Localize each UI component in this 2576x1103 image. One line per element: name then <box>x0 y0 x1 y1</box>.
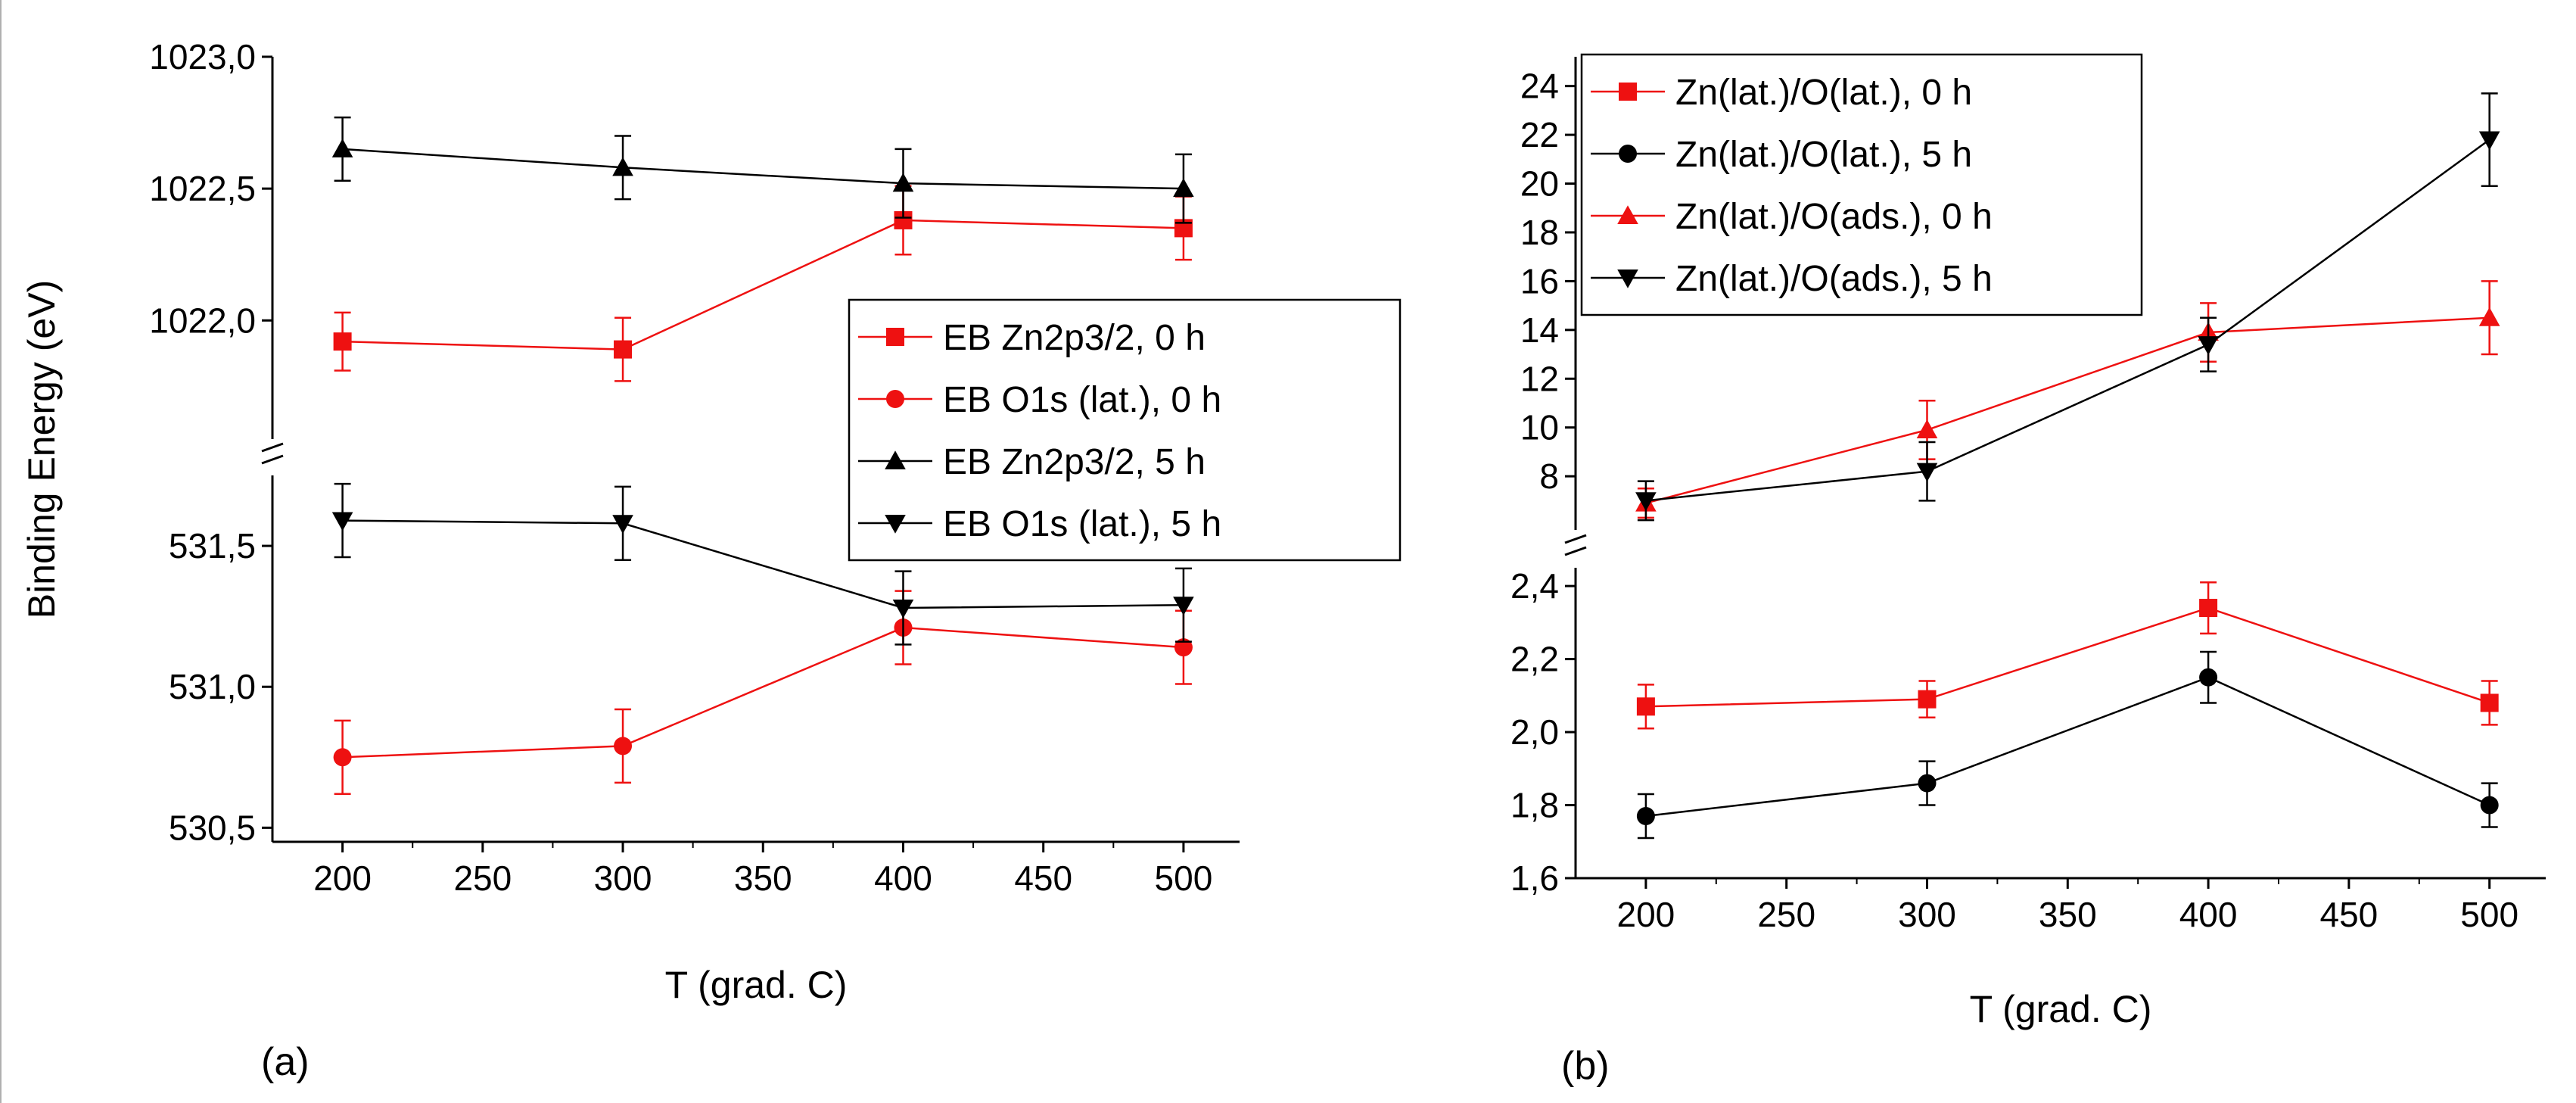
data-point <box>333 332 352 351</box>
series-line <box>1645 606 2490 708</box>
y-tick-label: 531,0 <box>169 667 256 706</box>
legend-marker <box>1619 145 1637 163</box>
data-point <box>1174 638 1193 657</box>
chart-a: 1022,0 1022,5 1023,0 530,5 531,0 531,5 200 250 3… <box>20 37 1402 1084</box>
x-tick-label: 400 <box>874 858 932 898</box>
y-tick-label: 1022,5 <box>149 169 256 208</box>
y-tick-label: 14 <box>1520 310 1559 350</box>
legend-entry: EB O1s (lat.), 5 h <box>943 504 1221 544</box>
x-axis-label: T (grad. C) <box>1970 988 2152 1030</box>
legend-entry: Zn(lat.)/O(ads.), 5 h <box>1675 259 1993 299</box>
legend-box <box>1580 53 2143 316</box>
x-tick-label: 450 <box>2320 895 2378 934</box>
legend-entry: EB O1s (lat.), 0 h <box>943 380 1221 420</box>
data-point <box>2480 693 2499 712</box>
x-tick-label: 250 <box>453 858 512 898</box>
x-tick-label: 300 <box>1898 895 1956 934</box>
x-tick-label: 200 <box>1617 895 1675 934</box>
y-tick-label: 2,2 <box>1510 640 1559 679</box>
y-tick-label: 2,4 <box>1510 566 1559 606</box>
data-point <box>614 737 633 756</box>
legend-marker <box>886 390 904 408</box>
legend-entry: EB Zn2p3/2, 0 h <box>943 318 1206 358</box>
series-line <box>342 519 1184 609</box>
y-tick-label: 22 <box>1520 115 1559 154</box>
legend-box <box>848 298 1402 562</box>
data-point <box>892 173 914 192</box>
y-tick-label: 18 <box>1520 213 1559 252</box>
y-tick-label: 1022,0 <box>149 301 256 340</box>
data-point <box>2199 599 2218 618</box>
axis-break-mark <box>261 442 284 453</box>
legend-entry: EB Zn2p3/2, 5 h <box>943 442 1206 482</box>
legend-marker <box>1617 205 1638 225</box>
data-point <box>892 599 914 618</box>
x-tick-label: 350 <box>734 858 792 898</box>
x-tick-label: 250 <box>1757 895 1815 934</box>
legend-marker <box>886 328 904 346</box>
series-line <box>1645 316 2490 504</box>
y-tick-label: 12 <box>1520 359 1559 398</box>
x-axis-label: T (grad. C) <box>665 964 848 1006</box>
x-tick-label: 200 <box>313 858 372 898</box>
data-point <box>2199 668 2218 687</box>
x-tick-label: 450 <box>1014 858 1072 898</box>
data-point <box>2198 336 2219 355</box>
axis-break-mark <box>1564 546 1587 556</box>
y-tick-label: 16 <box>1520 261 1559 301</box>
data-point <box>331 139 353 157</box>
data-point <box>612 515 633 534</box>
data-point <box>614 340 633 359</box>
data-point <box>2480 796 2499 815</box>
x-tick-label: 500 <box>2460 895 2518 934</box>
y-tick-label: 20 <box>1520 164 1559 204</box>
legend-entry: Zn(lat.)/O(lat.), 0 h <box>1675 73 1972 113</box>
y-tick-label: 24 <box>1520 67 1559 106</box>
legend-entry: Zn(lat.)/O(lat.), 5 h <box>1675 135 1972 175</box>
panel-label: (b) <box>1561 1044 1610 1088</box>
data-point <box>1173 597 1194 616</box>
data-point <box>333 748 352 767</box>
series-line <box>342 626 1184 759</box>
y-axis-label: Binding Energy (eV) <box>20 280 63 618</box>
axis-break-mark <box>1564 534 1587 544</box>
data-point <box>2478 131 2500 151</box>
chart-b: 8 10 12 14 16 18 20 22 24 1,6 1,8 2,0 2,2 2,4 200 250 30… <box>1510 53 2546 1088</box>
data-point <box>1635 492 1657 512</box>
data-point <box>1918 690 1937 709</box>
y-tick-label: 10 <box>1520 408 1559 447</box>
y-tick-label: 531,5 <box>169 526 256 566</box>
data-point <box>1636 697 1655 716</box>
legend-marker <box>1619 83 1637 101</box>
y-tick-label: 1,8 <box>1510 786 1559 825</box>
y-tick-label: 530,5 <box>169 808 256 847</box>
data-point <box>331 512 353 531</box>
legend-marker <box>885 514 906 534</box>
y-tick-label: 2,0 <box>1510 712 1559 752</box>
y-tick-label: 8 <box>1539 456 1559 496</box>
data-point <box>1173 178 1194 198</box>
series-line <box>342 219 1184 351</box>
data-point <box>1636 807 1655 825</box>
x-tick-label: 400 <box>2179 895 2238 934</box>
x-tick-label: 350 <box>2039 895 2097 934</box>
axis-break-mark <box>261 454 284 465</box>
series-line <box>1645 676 2490 818</box>
data-point <box>1918 774 1937 793</box>
panel-label: (a) <box>261 1040 310 1084</box>
series-line <box>342 148 1184 190</box>
legend-marker <box>1617 269 1638 288</box>
data-point <box>2478 307 2500 326</box>
data-point <box>612 157 633 176</box>
x-tick-label: 500 <box>1155 858 1213 898</box>
legend-entry: Zn(lat.)/O(ads.), 0 h <box>1675 197 1993 237</box>
x-tick-label: 300 <box>594 858 652 898</box>
legend-marker <box>885 450 906 470</box>
series-line <box>1645 139 2490 502</box>
y-tick-label: 1023,0 <box>149 37 256 76</box>
data-point <box>1916 419 1938 438</box>
data-point <box>1916 463 1938 482</box>
y-tick-label: 1,6 <box>1510 858 1559 898</box>
